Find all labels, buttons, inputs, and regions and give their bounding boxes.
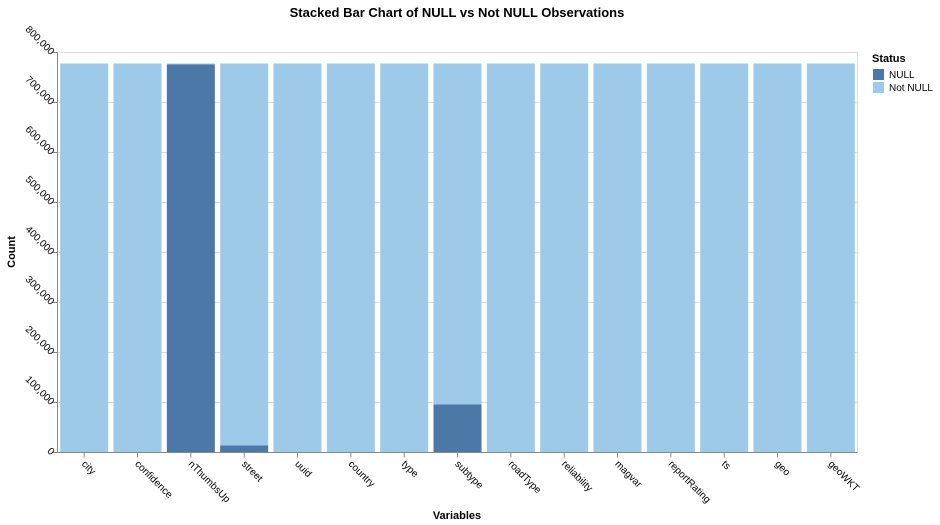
x-tick-label: type xyxy=(399,459,420,480)
bar-street-null xyxy=(220,445,269,453)
y-tick-label: 300,000 xyxy=(23,274,57,308)
y-axis-title: Count xyxy=(6,236,18,268)
x-tick-label: roadType xyxy=(506,459,544,497)
x-tick-label: geoWKT xyxy=(826,459,861,494)
x-tick-label: city xyxy=(79,459,97,477)
x-tick-label: subtype xyxy=(452,459,485,492)
bar-reportRating-not-null xyxy=(646,63,695,453)
chart-title: Stacked Bar Chart of NULL vs Not NULL Ob… xyxy=(290,5,625,20)
y-tick-label: 700,000 xyxy=(23,74,57,108)
x-tick-label: ts xyxy=(719,459,732,472)
x-tick-label: reliability xyxy=(559,459,594,494)
bars xyxy=(60,63,855,453)
bar-uuid-not-null xyxy=(273,63,322,453)
x-axis-title: Variables xyxy=(433,510,481,522)
bar-reliability-not-null xyxy=(540,63,589,453)
y-tick-label: 400,000 xyxy=(23,224,57,258)
x-tick-label: geo xyxy=(772,459,792,479)
x-tick-label: magvar xyxy=(612,459,644,491)
x-tick-label: nThumbsUp xyxy=(186,459,233,506)
legend-title: Status xyxy=(872,53,906,65)
bar-magvar-not-null xyxy=(593,63,642,453)
y-axis: 0 100,000 200,000 300,000 400,000 500,000 600,… xyxy=(23,24,58,458)
y-tick-label: 200,000 xyxy=(23,324,57,358)
legend-label: NULL xyxy=(889,70,915,81)
bar-type-not-null xyxy=(380,63,429,453)
x-tick-label: street xyxy=(239,459,265,485)
y-tick-label: 100,000 xyxy=(23,374,57,408)
legend-label: Not NULL xyxy=(889,83,933,94)
y-tick-label: 500,000 xyxy=(23,174,57,208)
bar-street-not-null xyxy=(220,63,269,446)
bar-nThumbsUp-not-null xyxy=(166,63,215,65)
y-tick-label: 0 xyxy=(44,446,56,458)
x-tick-label: country xyxy=(346,459,377,490)
bar-nThumbsUp-null xyxy=(166,64,215,453)
bar-country-not-null xyxy=(326,63,375,453)
bar-ts-not-null xyxy=(700,63,749,453)
legend-swatch xyxy=(873,82,884,93)
legend: Status NULL Not NULL xyxy=(872,53,933,94)
bar-subtype-null xyxy=(433,404,482,453)
x-tick-label: confidence xyxy=(132,459,174,501)
y-tick-label: 800,000 xyxy=(23,24,57,58)
bar-roadType-not-null xyxy=(486,63,535,453)
bar-geo-not-null xyxy=(753,63,802,453)
bar-subtype-not-null xyxy=(433,63,482,405)
bar-geoWKT-not-null xyxy=(806,63,855,453)
x-tick-label: reportRating xyxy=(666,459,713,506)
bar-city-not-null xyxy=(60,63,109,453)
bar-confidence-not-null xyxy=(113,63,162,453)
x-tick-label: uuid xyxy=(292,459,313,480)
y-tick-label: 600,000 xyxy=(23,124,57,158)
legend-swatch xyxy=(873,69,884,80)
x-axis: city confidence nThumbsUp street uuid country… xyxy=(57,452,861,506)
